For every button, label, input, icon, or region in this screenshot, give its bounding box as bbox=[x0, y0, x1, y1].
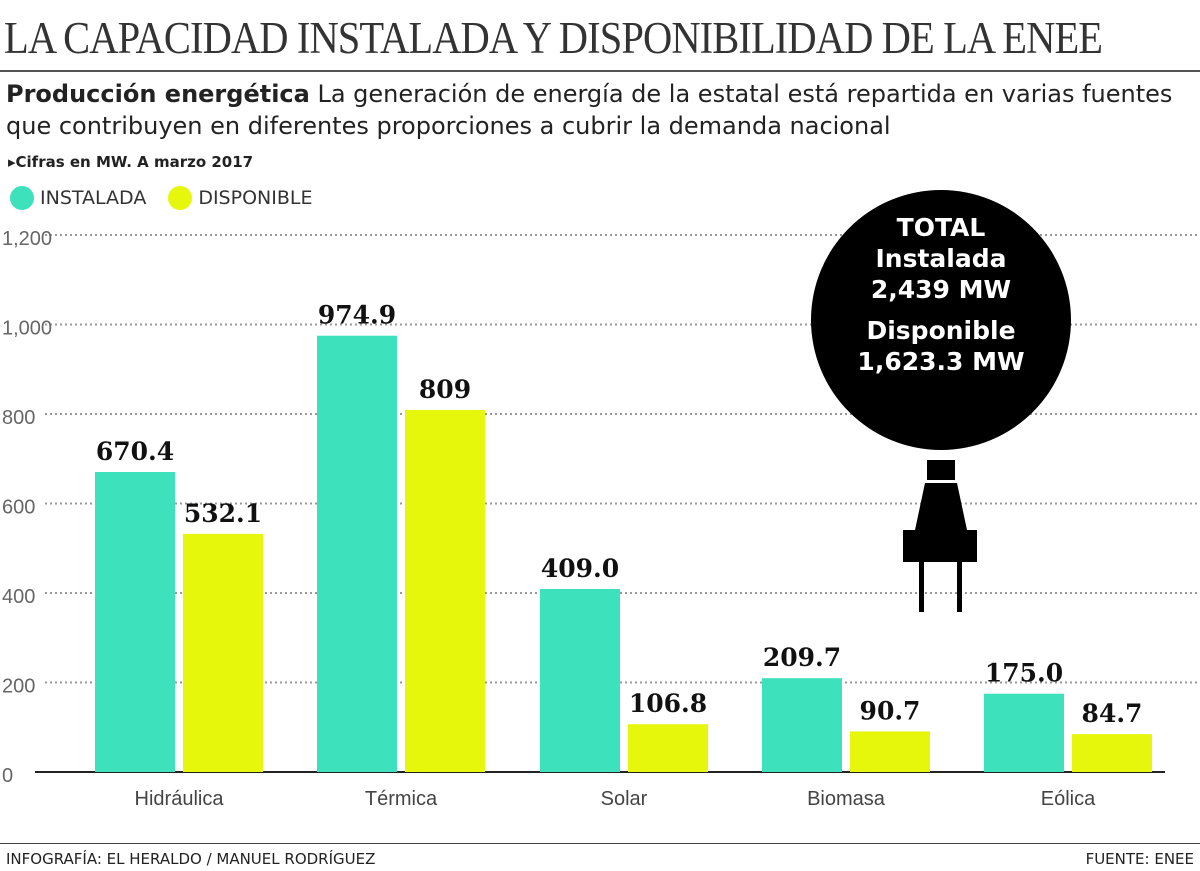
x-tick-label: Eólica bbox=[1041, 788, 1096, 810]
bar-instalada bbox=[95, 471, 175, 772]
bar-disponible bbox=[405, 409, 485, 772]
title-divider bbox=[0, 70, 1200, 72]
legend-label-instalada: INSTALADA bbox=[40, 187, 147, 209]
y-tick-label: 800 bbox=[2, 407, 35, 429]
legend-item-disponible: DISPONIBLE bbox=[168, 186, 312, 210]
y-tick-label: 1,200 bbox=[2, 228, 52, 250]
data-label: 84.7 bbox=[1082, 699, 1143, 728]
subtitle-text: La generación de energía de la estatal e… bbox=[6, 80, 1173, 140]
total-badge: TOTAL Instalada 2,439 MW Disponible 1,62… bbox=[811, 190, 1071, 450]
bar-disponible bbox=[628, 724, 708, 772]
total-instalada-value: 2,439 MW bbox=[870, 275, 1012, 304]
bar-disponible bbox=[850, 731, 930, 772]
x-tick-label: Biomasa bbox=[807, 788, 886, 810]
legend-item-instalada: INSTALADA bbox=[10, 186, 146, 210]
data-label: 90.7 bbox=[860, 696, 921, 725]
data-label: 106.8 bbox=[629, 689, 707, 718]
data-label: 209.7 bbox=[763, 643, 841, 672]
bar-instalada bbox=[540, 588, 620, 772]
bar-disponible bbox=[183, 533, 263, 772]
y-tick-label: 400 bbox=[2, 586, 35, 608]
bar-instalada bbox=[984, 693, 1064, 772]
legend-swatch-disponible bbox=[168, 186, 193, 210]
legend-label-disponible: DISPONIBLE bbox=[198, 187, 313, 209]
source: FUENTE: ENEE bbox=[1085, 850, 1194, 868]
x-tick-label: Solar bbox=[601, 788, 648, 810]
total-disponible-value: 1,623.3 MW bbox=[857, 347, 1025, 376]
data-label: 175.0 bbox=[985, 659, 1063, 688]
plug-icon bbox=[903, 460, 977, 612]
y-tick-label: 600 bbox=[2, 497, 35, 519]
data-label: 532.1 bbox=[184, 499, 262, 528]
data-label: 974.9 bbox=[318, 301, 396, 330]
total-instalada-label: Instalada bbox=[875, 244, 1007, 273]
footer-divider bbox=[0, 843, 1200, 844]
subtitle-bold: Producción energética bbox=[6, 80, 310, 108]
data-label: 809 bbox=[419, 375, 471, 404]
legend: INSTALADA DISPONIBLE bbox=[10, 186, 334, 210]
total-disponible-label: Disponible bbox=[866, 316, 1016, 345]
y-tick-label: 200 bbox=[2, 676, 35, 698]
page-title: LA CAPACIDAD INSTALADA Y DISPONIBILIDAD … bbox=[4, 13, 1103, 63]
data-label: 409.0 bbox=[541, 554, 619, 583]
data-label: 670.4 bbox=[96, 437, 174, 466]
total-heading: TOTAL bbox=[896, 213, 986, 242]
x-tick-label: Hidráulica bbox=[135, 788, 225, 810]
bar-disponible bbox=[1072, 734, 1152, 772]
subtitle: Producción energética La generación de e… bbox=[6, 78, 1196, 142]
bar-instalada bbox=[762, 678, 842, 772]
legend-swatch-instalada bbox=[10, 186, 34, 210]
units-note: ▸Cifras en MW. A marzo 2017 bbox=[8, 153, 254, 171]
credit: INFOGRAFÍA: EL HERALDO / MANUEL RODRÍGUE… bbox=[6, 850, 376, 868]
x-tick-label: Térmica bbox=[365, 788, 438, 810]
y-tick-label: 1,000 bbox=[2, 318, 52, 340]
bar-instalada bbox=[317, 335, 397, 772]
y-tick-label: 0 bbox=[2, 765, 13, 787]
